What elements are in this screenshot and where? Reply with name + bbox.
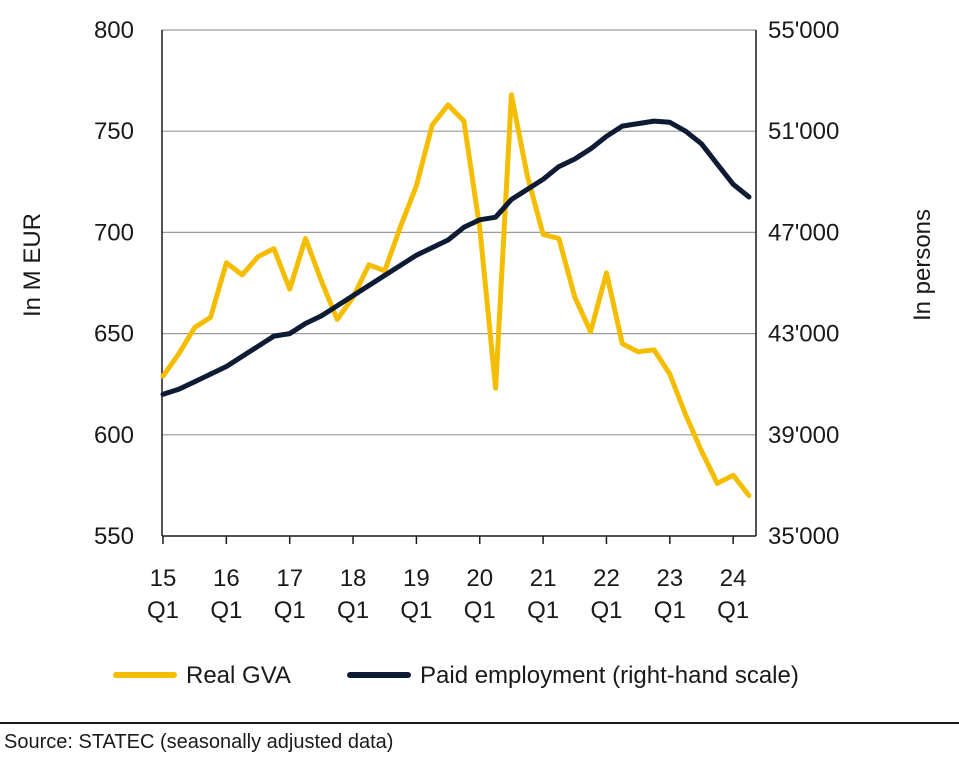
y2-tick-label: 39'000: [768, 422, 839, 449]
x-axis-ticks: 15 Q1 16 Q1 17 Q1 18 Q1 19 Q1 20 Q1 21 Q1 22 Q1 23 Q1 24 Q1: [147, 536, 749, 624]
series-paid-employment-line: [160, 118, 752, 397]
x-tick-year: 23: [656, 565, 683, 592]
y-tick-label: 800: [94, 17, 134, 44]
y-tick-label: 700: [94, 219, 134, 246]
y2-tick-label: 47'000: [768, 219, 839, 246]
series-real-gva-line: [160, 92, 752, 498]
x-tick-year: 15: [150, 565, 177, 592]
x-tick-year: 17: [276, 565, 303, 592]
y-tick-label: 550: [94, 523, 134, 550]
y-axis-title: In M EUR: [19, 213, 46, 317]
legend: Real GVA Paid employment (right-hand scal…: [113, 662, 799, 689]
x-tick-quarter: Q1: [210, 597, 242, 624]
y-tick-label: 750: [94, 118, 134, 145]
x-tick-quarter: Q1: [527, 597, 559, 624]
y2-tick-label: 51'000: [768, 118, 839, 145]
x-tick-quarter: Q1: [654, 597, 686, 624]
legend-label: Real GVA: [186, 662, 291, 689]
x-tick-quarter: Q1: [274, 597, 306, 624]
chart: 550 600 650 700 750 800 35'000 39'000 43'000 47'…: [19, 17, 936, 689]
source-divider: [0, 722, 959, 724]
x-tick-year: 18: [340, 565, 367, 592]
x-tick-quarter: Q1: [464, 597, 496, 624]
x-tick-quarter: Q1: [717, 597, 749, 624]
left-axis-ticks: 550 600 650 700 750 800: [94, 17, 134, 550]
legend-label: Paid employment (right-hand scale): [420, 662, 799, 689]
plot-frame: [161, 30, 757, 537]
source-note: Source: STATEC (seasonally adjusted data…: [4, 731, 394, 753]
right-axis-ticks: 35'000 39'000 43'000 47'000 51'000 55'000: [768, 17, 839, 550]
x-tick-quarter: Q1: [400, 597, 432, 624]
x-tick-year: 21: [530, 565, 557, 592]
x-tick-year: 19: [403, 565, 430, 592]
x-tick-quarter: Q1: [337, 597, 369, 624]
y-tick-label: 600: [94, 422, 134, 449]
x-tick-year: 24: [720, 565, 747, 592]
y2-tick-label: 35'000: [768, 523, 839, 550]
y2-tick-label: 43'000: [768, 321, 839, 348]
series-layer: [160, 92, 752, 498]
x-tick-quarter: Q1: [147, 597, 179, 624]
y-tick-label: 650: [94, 321, 134, 348]
x-tick-year: 16: [213, 565, 240, 592]
y2-tick-label: 55'000: [768, 17, 839, 44]
x-tick-year: 20: [466, 565, 493, 592]
y2-axis-title: In persons: [909, 209, 936, 321]
x-tick-quarter: Q1: [590, 597, 622, 624]
x-tick-year: 22: [593, 565, 620, 592]
